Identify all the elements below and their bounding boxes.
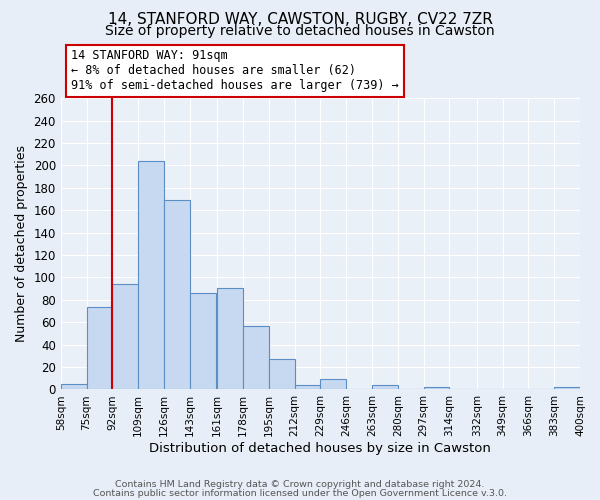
- Bar: [138, 161, 164, 390]
- Bar: [554, 387, 580, 390]
- Text: Contains HM Land Registry data © Crown copyright and database right 2024.: Contains HM Land Registry data © Crown c…: [115, 480, 485, 489]
- Bar: [61, 384, 86, 390]
- Bar: [295, 385, 320, 390]
- Bar: [424, 387, 449, 390]
- Text: Size of property relative to detached houses in Cawston: Size of property relative to detached ho…: [105, 24, 495, 38]
- Bar: [164, 200, 190, 390]
- Bar: [86, 306, 112, 390]
- Bar: [112, 284, 138, 390]
- Text: Contains public sector information licensed under the Open Government Licence v.: Contains public sector information licen…: [93, 488, 507, 498]
- Bar: [217, 288, 243, 390]
- Bar: [269, 359, 295, 390]
- X-axis label: Distribution of detached houses by size in Cawston: Distribution of detached houses by size …: [149, 442, 491, 455]
- Bar: [372, 385, 398, 390]
- Bar: [243, 326, 269, 390]
- Bar: [190, 293, 215, 390]
- Text: 14, STANFORD WAY, CAWSTON, RUGBY, CV22 7ZR: 14, STANFORD WAY, CAWSTON, RUGBY, CV22 7…: [107, 12, 493, 28]
- Bar: [320, 380, 346, 390]
- Text: 14 STANFORD WAY: 91sqm
← 8% of detached houses are smaller (62)
91% of semi-deta: 14 STANFORD WAY: 91sqm ← 8% of detached …: [71, 50, 399, 92]
- Y-axis label: Number of detached properties: Number of detached properties: [15, 146, 28, 342]
